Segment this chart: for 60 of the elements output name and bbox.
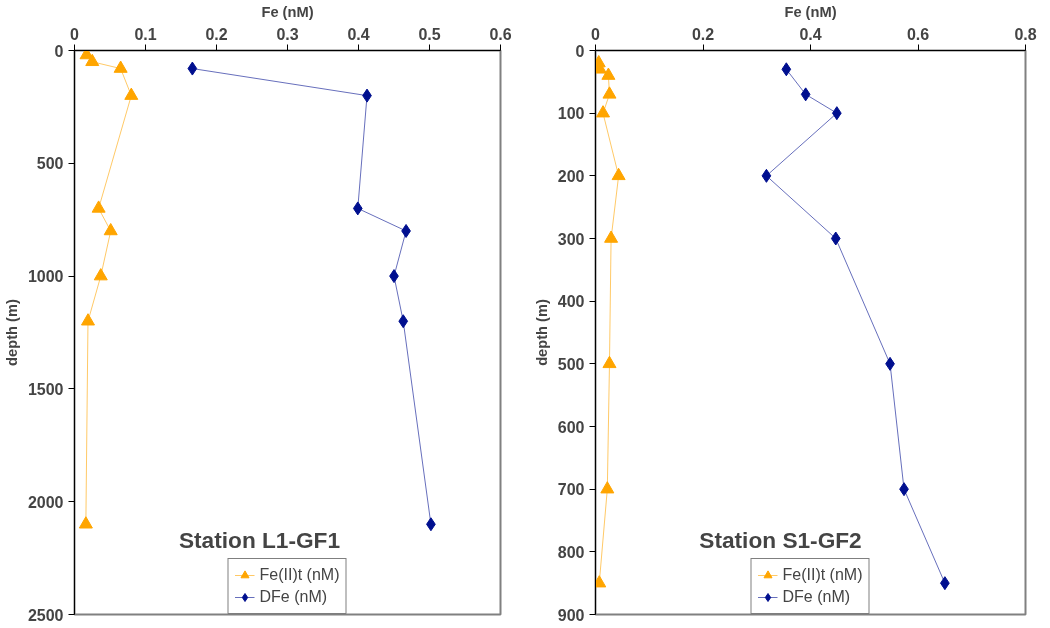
point bbox=[830, 231, 841, 246]
point bbox=[103, 222, 118, 236]
x-tick-label: 0 bbox=[591, 25, 601, 43]
x-tick-label: 0.1 bbox=[134, 25, 157, 43]
x-axis-title: Fe (nM) bbox=[261, 3, 314, 20]
y-tick-label: 700 bbox=[557, 481, 585, 499]
y-tick-label: 200 bbox=[557, 167, 585, 185]
x-tick-label: 0.2 bbox=[691, 25, 715, 43]
y-tick-label: 500 bbox=[557, 355, 585, 373]
y-tick-label: 1000 bbox=[27, 268, 64, 286]
point bbox=[113, 60, 128, 73]
x-tick-label: 0.4 bbox=[799, 25, 822, 43]
point bbox=[352, 201, 363, 216]
y-tick-label: 100 bbox=[557, 105, 585, 123]
point bbox=[604, 230, 619, 243]
point bbox=[611, 167, 626, 181]
y-tick-label: 0 bbox=[575, 42, 585, 60]
y-axis-title: depth (m) bbox=[3, 299, 20, 366]
x-tick-label: 0.5 bbox=[418, 25, 441, 43]
point bbox=[601, 67, 616, 80]
point bbox=[78, 516, 93, 529]
y-tick-label: 1500 bbox=[27, 380, 64, 398]
y-tick-label: 400 bbox=[557, 293, 585, 311]
legend-label: DFe (nM) bbox=[259, 588, 328, 606]
point bbox=[600, 481, 615, 494]
point bbox=[602, 355, 617, 369]
y-tick-label: 800 bbox=[557, 543, 585, 561]
y-tick-label: 500 bbox=[36, 155, 64, 173]
y-axis-title: depth (m) bbox=[533, 299, 550, 366]
y-tick-label: 900 bbox=[557, 606, 585, 624]
x-tick-label: 0.3 bbox=[276, 25, 299, 43]
y-tick-label: 600 bbox=[557, 418, 585, 436]
point bbox=[124, 87, 139, 100]
point bbox=[85, 53, 100, 67]
point bbox=[93, 268, 108, 281]
x-tick-label: 0.2 bbox=[205, 25, 228, 43]
point bbox=[800, 87, 811, 102]
legend-label: Fe(II)t (nM) bbox=[259, 566, 340, 584]
point bbox=[596, 105, 611, 118]
point bbox=[187, 61, 198, 76]
annotation: Station S1-GF2 bbox=[699, 526, 862, 553]
x-tick-label: 0.6 bbox=[906, 25, 930, 43]
annotation: Station L1-GF1 bbox=[178, 526, 341, 553]
x-tick-label: 0.6 bbox=[489, 25, 512, 43]
y-tick-label: 2000 bbox=[27, 493, 64, 511]
point bbox=[80, 313, 95, 326]
y-tick-label: 300 bbox=[557, 230, 585, 248]
y-tick-label: 2500 bbox=[27, 606, 64, 624]
legend-label: Fe(II)t (nM) bbox=[782, 566, 863, 584]
point bbox=[761, 168, 772, 183]
x-tick-label: 0 bbox=[70, 25, 80, 43]
y-tick-label: 0 bbox=[54, 42, 64, 60]
x-tick-label: 0.4 bbox=[347, 25, 370, 43]
legend-label: DFe (nM) bbox=[782, 588, 851, 606]
x-axis-title: Fe (nM) bbox=[784, 3, 837, 20]
point bbox=[398, 314, 409, 329]
point bbox=[781, 62, 792, 77]
x-tick-label: 0.8 bbox=[1014, 25, 1037, 43]
point bbox=[602, 86, 617, 99]
point bbox=[91, 200, 106, 213]
